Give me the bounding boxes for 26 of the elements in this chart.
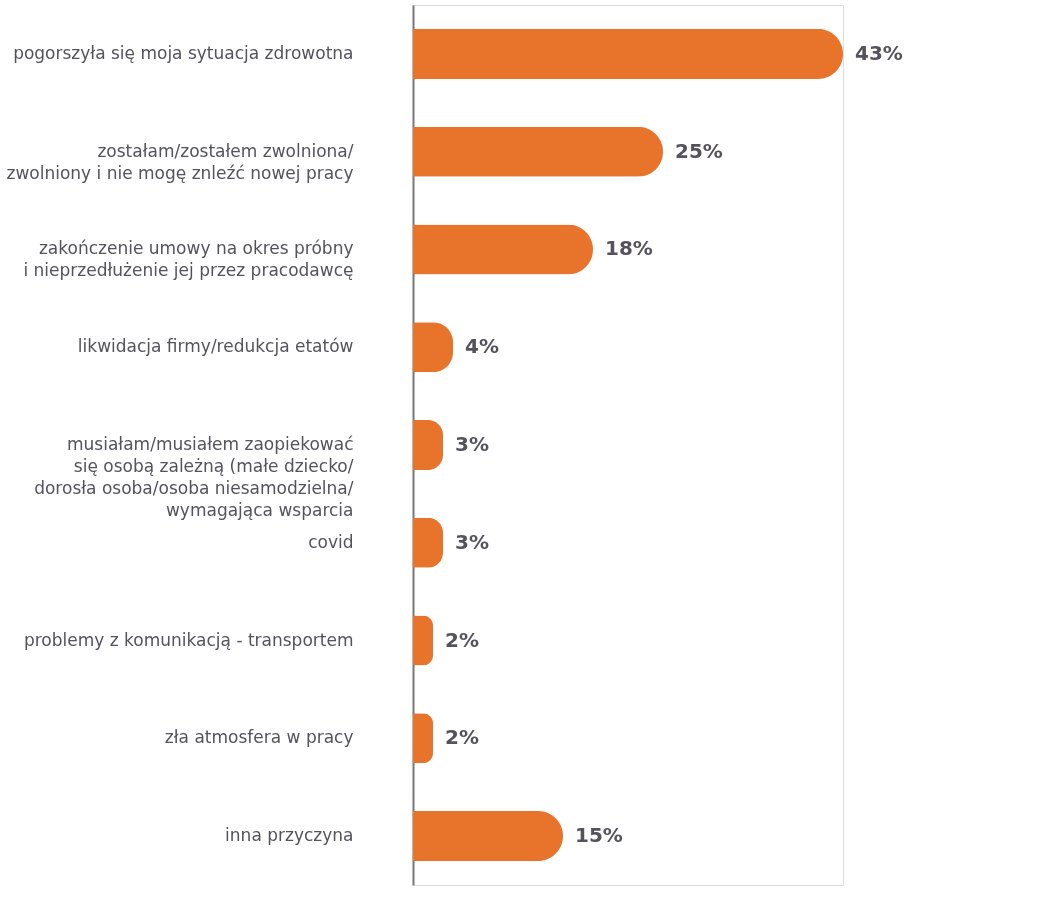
y-tick-label: zakończenie umowy na okres próbny i nieprzedłużenie jej przez pracodawcę — [23, 238, 354, 281]
y-tick-label: covid — [308, 531, 354, 552]
y-tick-label: zła atmosfera w pracy — [164, 727, 354, 748]
y-tick-label: likwidacja firmy/redukcja etatów — [77, 336, 354, 357]
data-label: 25% — [675, 138, 723, 163]
data-label: 2% — [445, 725, 479, 750]
y-tick-label: musiałam/musiałem zaopiekować się osobą zależną (małe dziecko/ dorosła osoba/osoba niesamodzielna/ wymagająca wsparcia — [34, 434, 354, 520]
data-label: 2% — [445, 627, 479, 652]
bar — [413, 811, 563, 862]
bar — [413, 713, 433, 764]
y-tick-label: inna przyczyna — [225, 825, 354, 846]
data-label: 15% — [575, 823, 623, 848]
data-label: 3% — [455, 529, 489, 554]
bar — [413, 420, 443, 470]
bar — [413, 28, 843, 79]
bar — [413, 126, 663, 177]
bar — [413, 615, 433, 666]
data-label: 18% — [605, 236, 653, 261]
data-label: 43% — [855, 40, 903, 65]
y-tick-label: zostałam/zostałem zwolniona/ zwolniony i nie mogę znleźć nowej pracy — [6, 140, 354, 183]
bar — [413, 224, 593, 275]
bar — [413, 517, 443, 568]
data-label: 3% — [455, 432, 489, 456]
data-label: 4% — [465, 334, 499, 359]
y-tick-label: problemy z komunikacją - transportem — [23, 629, 354, 650]
y-tick-label: pogorszyła się moja sytuacja zdrowotna — [13, 42, 354, 63]
